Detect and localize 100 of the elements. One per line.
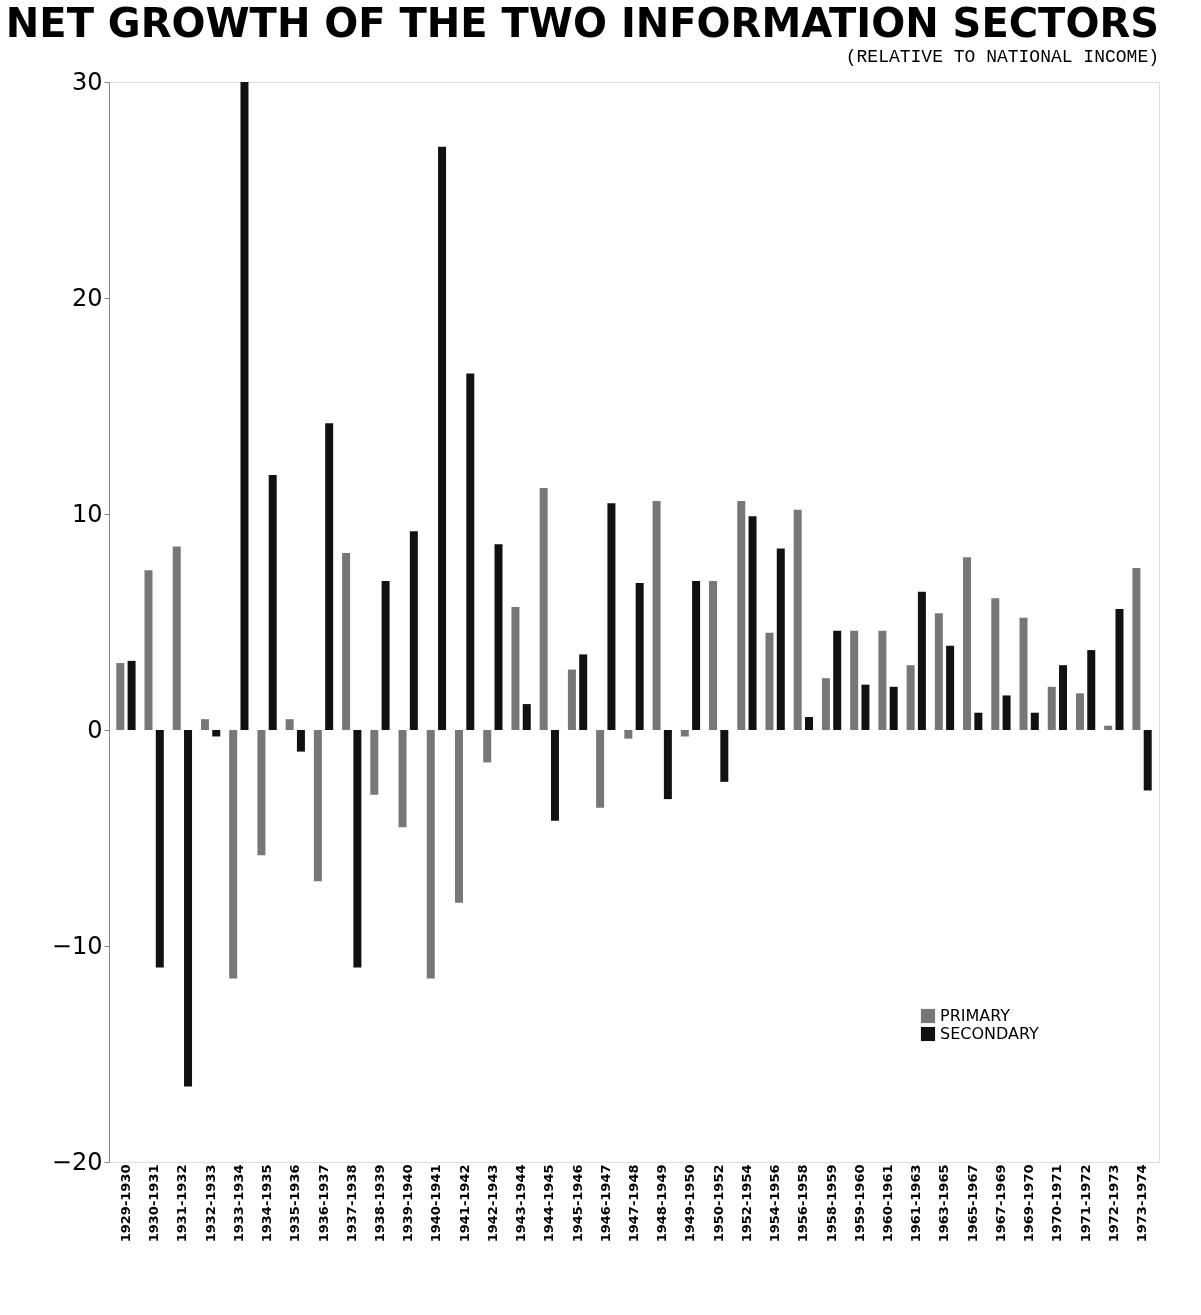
bar xyxy=(127,660,136,730)
bar xyxy=(550,730,559,821)
y-tick-label: 0 xyxy=(87,715,103,744)
bar xyxy=(1087,650,1096,730)
x-tick-label: 1931-1932 xyxy=(174,1164,190,1243)
x-tick-label: 1934-1935 xyxy=(259,1164,275,1243)
bar xyxy=(353,730,362,968)
x-tick-label: 1952-1954 xyxy=(738,1164,754,1243)
x-tick-label: 1946-1947 xyxy=(597,1164,613,1243)
bar xyxy=(850,630,859,730)
x-tick-label: 1956-1958 xyxy=(795,1164,811,1243)
bar xyxy=(680,730,689,737)
y-tick-label: −20 xyxy=(51,1147,103,1176)
x-tick-label: 1959-1960 xyxy=(851,1164,867,1243)
bar xyxy=(567,669,576,730)
bar xyxy=(511,606,520,730)
x-tick-label: 1969-1970 xyxy=(1021,1164,1037,1243)
bar xyxy=(946,645,955,730)
x-tick-label: 1939-1940 xyxy=(400,1164,416,1243)
bar xyxy=(1059,665,1068,730)
x-tick-label: 1954-1956 xyxy=(767,1164,783,1243)
bar xyxy=(144,570,153,730)
bar xyxy=(833,630,842,730)
chart-title: NET GROWTH OF THE TWO INFORMATION SECTORS xyxy=(5,0,1159,46)
bar xyxy=(325,423,334,730)
x-tick-label: 1930-1931 xyxy=(146,1164,162,1243)
x-tick-label: 1942-1943 xyxy=(484,1164,500,1243)
bar xyxy=(116,663,125,730)
bar xyxy=(455,730,463,903)
x-tick-label: 1936-1937 xyxy=(315,1164,331,1243)
x-tick-label: 1961-1963 xyxy=(908,1164,924,1243)
bar xyxy=(426,730,435,979)
x-tick-label: 1949-1950 xyxy=(682,1164,698,1243)
bar xyxy=(635,583,644,730)
x-tick-label: 1932-1933 xyxy=(202,1164,218,1243)
bar xyxy=(748,516,757,730)
x-tick-label: 1971-1972 xyxy=(1077,1164,1093,1243)
bar xyxy=(624,730,633,739)
x-tick-label: 1965-1967 xyxy=(964,1164,980,1243)
bar xyxy=(381,580,390,730)
bar xyxy=(342,552,351,730)
bar xyxy=(805,717,813,730)
x-tick-label: 1938-1939 xyxy=(371,1164,387,1243)
bar xyxy=(155,730,164,968)
bar xyxy=(409,531,418,730)
bar xyxy=(539,488,548,730)
x-tick-label: 1947-1948 xyxy=(626,1164,641,1243)
x-tick-label: 1937-1938 xyxy=(343,1164,359,1243)
bar xyxy=(285,719,294,730)
bar xyxy=(889,686,898,730)
bar xyxy=(1019,617,1028,730)
legend-label: SECONDARY xyxy=(940,1024,1040,1043)
x-tick-label: 1958-1959 xyxy=(823,1164,839,1243)
bar xyxy=(793,509,802,730)
bar xyxy=(692,580,701,730)
bar xyxy=(1132,568,1141,730)
bar xyxy=(200,719,209,730)
bar xyxy=(963,557,972,730)
chart-subtitle: (RELATIVE TO NATIONAL INCOME) xyxy=(845,47,1159,67)
bar xyxy=(1030,712,1039,730)
bar xyxy=(709,580,718,730)
bar xyxy=(296,730,305,752)
bar xyxy=(1002,695,1011,730)
legend-label: PRIMARY xyxy=(940,1006,1011,1025)
bar xyxy=(652,501,661,730)
bar xyxy=(974,712,983,730)
bar xyxy=(240,82,249,730)
bar xyxy=(720,730,729,782)
bar xyxy=(596,730,605,808)
y-tick-label: 30 xyxy=(71,67,103,96)
bar xyxy=(821,678,830,730)
bar xyxy=(1104,725,1113,730)
bar xyxy=(917,591,926,730)
bar xyxy=(579,654,588,730)
bar xyxy=(184,730,193,1087)
bar xyxy=(313,730,322,882)
x-tick-label: 1943-1944 xyxy=(513,1164,529,1243)
bar xyxy=(1075,693,1084,730)
bar xyxy=(268,475,277,730)
x-tick-label: 1941-1942 xyxy=(456,1164,472,1243)
bar xyxy=(991,598,1000,730)
x-tick-label: 1972-1973 xyxy=(1105,1164,1121,1243)
bar xyxy=(776,548,785,730)
bar xyxy=(663,730,672,800)
y-tick-label: −10 xyxy=(51,931,103,960)
bar xyxy=(906,665,915,730)
bar xyxy=(765,632,774,730)
bar xyxy=(257,730,266,856)
bar xyxy=(370,730,379,795)
bar xyxy=(1143,730,1152,791)
bar xyxy=(737,501,746,730)
x-tick-label: 1944-1945 xyxy=(541,1164,557,1243)
bar xyxy=(934,613,943,730)
bar xyxy=(607,503,616,730)
x-tick-label: 1960-1961 xyxy=(880,1164,896,1243)
y-tick-label: 10 xyxy=(71,499,103,528)
bar xyxy=(522,704,531,730)
x-tick-label: 1940-1941 xyxy=(428,1164,444,1243)
bar xyxy=(494,544,503,730)
bar xyxy=(398,730,407,828)
